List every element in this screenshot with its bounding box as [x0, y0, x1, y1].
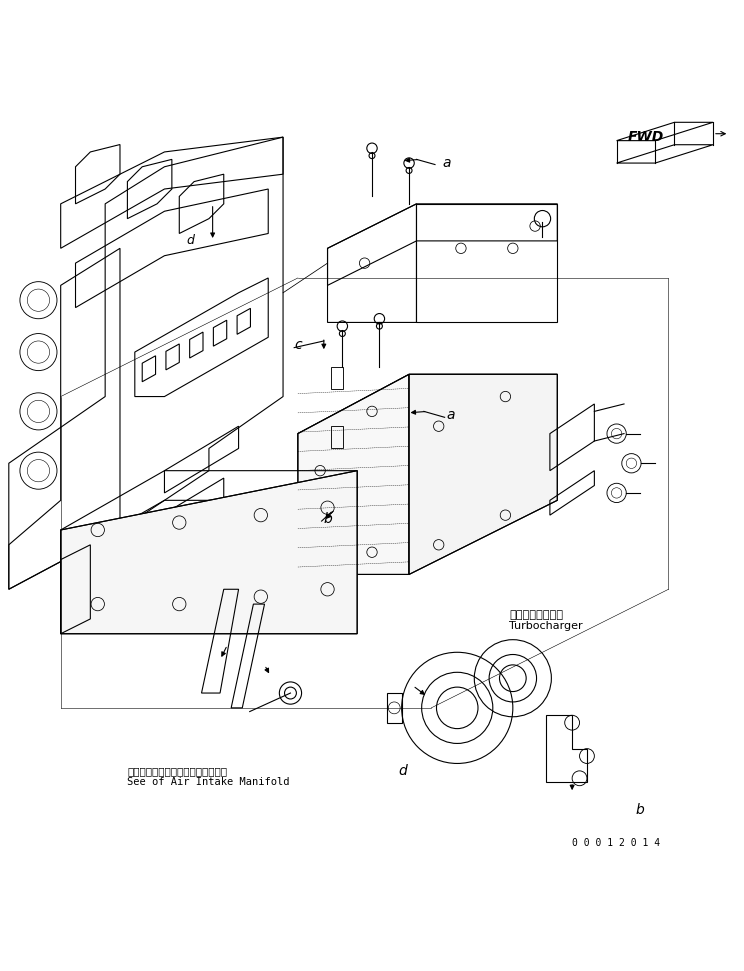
Text: FWD: FWD: [628, 129, 664, 144]
Text: b: b: [635, 803, 644, 818]
Text: ターボチャージャ: ターボチャージャ: [509, 610, 563, 620]
Text: a: a: [446, 408, 455, 422]
Text: c: c: [294, 338, 302, 352]
Bar: [331, 426, 343, 449]
Text: エアーインテークマニホールド参照: エアーインテークマニホールド参照: [127, 766, 228, 776]
Bar: [331, 367, 343, 389]
Text: d: d: [398, 764, 407, 778]
Text: d: d: [187, 234, 194, 248]
Text: b: b: [324, 512, 333, 526]
Text: a: a: [443, 156, 451, 170]
Text: Turbocharger: Turbocharger: [509, 621, 583, 631]
Polygon shape: [409, 374, 557, 575]
Polygon shape: [298, 374, 409, 575]
Polygon shape: [61, 471, 357, 634]
Text: See of Air Intake Manifold: See of Air Intake Manifold: [127, 777, 290, 787]
Text: 0 0 0 1 2 0 1 4: 0 0 0 1 2 0 1 4: [572, 838, 660, 848]
